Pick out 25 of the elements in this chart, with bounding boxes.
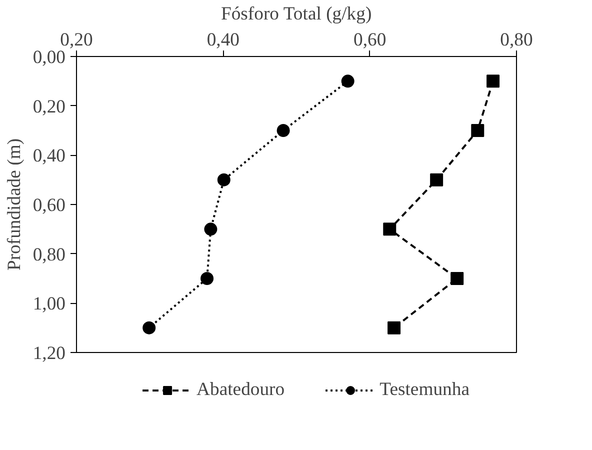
point bbox=[450, 272, 464, 285]
y-tick-label: 0,60 bbox=[32, 195, 66, 216]
point bbox=[200, 272, 214, 285]
y-tick-label: 0,40 bbox=[32, 146, 66, 167]
point bbox=[383, 222, 396, 236]
point bbox=[276, 124, 290, 137]
y-tick-label: 0,80 bbox=[32, 244, 66, 266]
point bbox=[341, 74, 354, 88]
x-tick-label: 0,40 bbox=[206, 30, 240, 50]
legend-label: Testemunha bbox=[380, 379, 470, 401]
point bbox=[142, 321, 156, 334]
point bbox=[388, 321, 401, 334]
y-tick-label: 1,20 bbox=[32, 343, 66, 364]
legend-label: Abatedouro bbox=[196, 379, 285, 401]
point bbox=[217, 173, 230, 186]
point bbox=[204, 222, 218, 236]
x-tick-label: 0,60 bbox=[354, 30, 386, 50]
point bbox=[430, 173, 444, 186]
x-axis-title: Fósforo Total (g/kg) bbox=[220, 4, 372, 24]
x-tick-label: 0,80 bbox=[500, 30, 533, 50]
y-tick-label: 0,20 bbox=[32, 96, 66, 118]
y-axis-title: Profundidade (m) bbox=[4, 138, 25, 271]
point bbox=[486, 74, 500, 88]
y-tick-label: 1,00 bbox=[32, 294, 66, 315]
point bbox=[471, 124, 484, 137]
